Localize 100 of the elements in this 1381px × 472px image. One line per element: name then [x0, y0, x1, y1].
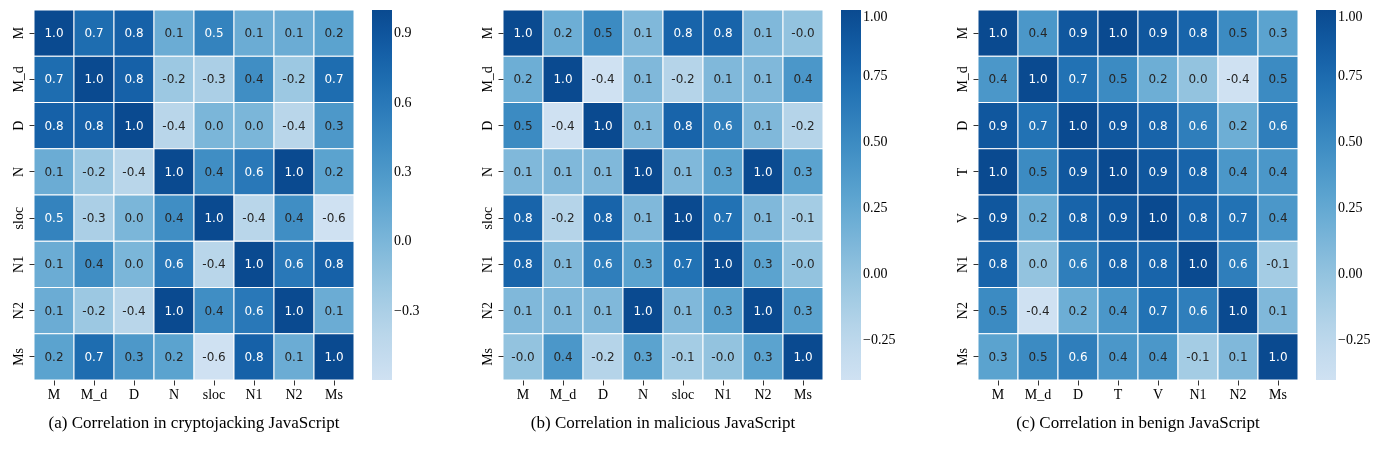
x-tick-label: M: [516, 386, 530, 402]
data-label: -0.4: [1026, 303, 1050, 318]
data-label: 0.6: [592, 257, 613, 272]
data-label: 0.8: [1108, 257, 1128, 272]
data-label: 0.4: [988, 72, 1008, 87]
y-tick-label: N: [479, 166, 494, 177]
data-label: 0.1: [1268, 303, 1288, 318]
data-label: -0.2: [162, 72, 186, 87]
data-label: 1.0: [988, 26, 1008, 41]
data-label: 0.8: [124, 72, 144, 87]
data-label: 0.8: [672, 118, 693, 133]
color-bar-label: 0.6: [394, 94, 412, 110]
data-label: 0.0: [124, 257, 144, 272]
data-label: 1.0: [752, 303, 773, 318]
data-label: 0.4: [552, 349, 573, 364]
data-label: 1.0: [284, 164, 304, 179]
x-tick-label: Ms: [793, 386, 812, 402]
data-label: 1.0: [1108, 164, 1128, 179]
y-tick-label: D: [479, 120, 494, 131]
data-label: 0.1: [672, 303, 693, 318]
data-label: 0.1: [552, 257, 573, 272]
data-label: 0.4: [1108, 349, 1128, 364]
data-label: 0.1: [672, 164, 693, 179]
color-bar-label: −0.25: [862, 332, 895, 348]
color-bar-label: 1.00: [1338, 9, 1363, 24]
data-label: 0.1: [752, 72, 773, 87]
data-label: -0.1: [790, 211, 815, 226]
data-label: 0.4: [1228, 164, 1248, 179]
data-label: 1.0: [792, 349, 813, 364]
y-tick-label: D: [10, 120, 26, 131]
data-label: -0.4: [122, 303, 146, 318]
data-label: 0.8: [44, 118, 64, 133]
data-label: 0.5: [204, 26, 224, 41]
data-label: -0.0: [710, 349, 735, 364]
data-label: 0.4: [84, 257, 104, 272]
data-label: 0.2: [1068, 303, 1088, 318]
x-tick-label: N2: [753, 386, 772, 402]
data-label: 0.6: [244, 303, 264, 318]
y-tick-label: sloc: [479, 206, 494, 230]
data-label: 0.1: [752, 118, 773, 133]
data-label: -0.2: [282, 72, 306, 87]
x-tick-label: sloc: [671, 386, 694, 402]
data-label: -0.2: [790, 118, 815, 133]
data-label: -0.6: [202, 349, 226, 364]
y-tick-label: N: [10, 166, 26, 177]
data-label: -0.4: [1226, 72, 1250, 87]
y-tick-label: Ms: [954, 347, 970, 366]
data-label: 0.1: [632, 26, 653, 41]
data-label: 0.6: [1188, 303, 1208, 318]
data-label: 0.5: [1268, 72, 1288, 87]
data-label: 1.0: [164, 164, 184, 179]
y-tick-label: D: [954, 120, 970, 131]
data-label: 1.0: [672, 211, 693, 226]
x-tick-label: N2: [1229, 386, 1247, 402]
y-tick-label: N1: [479, 255, 494, 273]
data-label: 1.0: [1188, 257, 1208, 272]
data-label: 1.0: [632, 303, 653, 318]
data-label: 0.1: [324, 303, 344, 318]
data-label: 0.9: [988, 118, 1008, 133]
color-bar-label: 0.25: [862, 200, 887, 216]
x-tick-label: Ms: [325, 386, 343, 402]
data-label: 0.1: [1228, 349, 1248, 364]
x-tick-label: sloc: [202, 386, 226, 402]
data-label: 0.5: [988, 303, 1008, 318]
color-bar-label: −0.3: [394, 302, 420, 318]
data-label: -0.4: [550, 118, 575, 133]
data-label: 0.1: [632, 211, 653, 226]
y-tick-label: V: [954, 213, 970, 224]
data-label: -0.3: [82, 211, 106, 226]
color-bar-label: 1.00: [862, 9, 887, 24]
y-tick-label: Ms: [479, 347, 494, 366]
data-label: 0.1: [632, 72, 653, 87]
data-label: 0.6: [712, 118, 733, 133]
data-label: 0.8: [512, 257, 533, 272]
data-label: 0.6: [284, 257, 304, 272]
x-tick-label: Ms: [1269, 386, 1287, 402]
data-label: 1.0: [512, 26, 533, 41]
data-label: 0.2: [324, 164, 344, 179]
data-label: 0.6: [1188, 118, 1208, 133]
data-label: 0.5: [592, 26, 613, 41]
color-bar-label: 0.3: [394, 163, 412, 179]
data-label: 0.8: [244, 349, 264, 364]
color-bar-label: 0.50: [862, 134, 887, 150]
data-label: -0.2: [670, 72, 695, 87]
data-label: -0.1: [1186, 349, 1210, 364]
x-tick-label: M_d: [549, 386, 576, 402]
x-tick-label: T: [1113, 386, 1123, 402]
data-label: 0.6: [1068, 257, 1088, 272]
data-label: 1.0: [84, 72, 104, 87]
data-label: 0.7: [712, 211, 733, 226]
data-label: 0.7: [1068, 72, 1088, 87]
data-label: 0.1: [552, 303, 573, 318]
data-label: 0.4: [204, 164, 224, 179]
data-label: 1.0: [592, 118, 613, 133]
data-label: 0.3: [712, 303, 733, 318]
data-label: 0.0: [244, 118, 264, 133]
data-label: 0.4: [792, 72, 813, 87]
data-label: -0.4: [590, 72, 615, 87]
data-label: 0.9: [1108, 211, 1128, 226]
data-label: 0.8: [324, 257, 344, 272]
